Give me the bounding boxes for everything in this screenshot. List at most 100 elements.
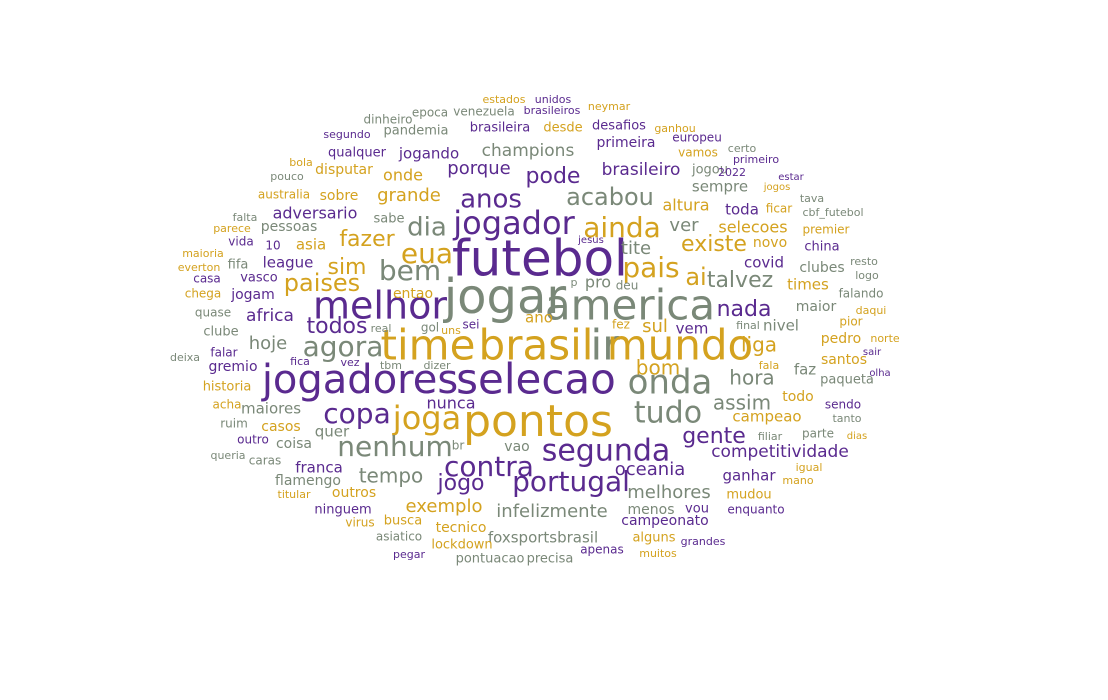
word-novo: novo: [753, 235, 787, 251]
word-ai: ai: [685, 263, 706, 291]
word-chega: chega: [185, 287, 222, 301]
word-menos: menos: [628, 502, 675, 518]
word-dias: dias: [847, 431, 867, 442]
word-china: china: [804, 240, 839, 255]
word-caras: caras: [249, 454, 282, 468]
word-flamengo: flamengo: [275, 473, 341, 489]
word-unidos: unidos: [535, 93, 572, 106]
word-titular: titular: [278, 488, 311, 501]
word-ruim: ruim: [220, 417, 248, 431]
word-pior: pior: [839, 315, 862, 329]
word-ninguem: ninguem: [314, 503, 371, 518]
word-eua: eua: [401, 237, 453, 270]
word-quase: quase: [195, 306, 231, 320]
word-nenhum: nenhum: [337, 430, 453, 463]
word-joga: joga: [392, 399, 461, 437]
word-apenas: apenas: [580, 543, 624, 557]
word-pontuacao: pontuacao: [456, 552, 525, 567]
word-falando: falando: [839, 287, 884, 301]
word-asia: asia: [296, 236, 326, 254]
word-gol: gol: [421, 321, 439, 335]
word-exemplo: exemplo: [406, 496, 483, 517]
word-jogos: jogos: [763, 182, 791, 193]
word-norte: norte: [870, 332, 900, 345]
word-parece: parece: [213, 222, 251, 235]
word-deixa: deixa: [170, 351, 200, 364]
word-time: time: [381, 321, 476, 370]
word-europeu: europeu: [672, 131, 722, 145]
word-campeao: campeao: [732, 408, 801, 426]
word-outros: outros: [332, 485, 376, 501]
word-sul: sul: [642, 316, 668, 337]
word-filiar: filiar: [758, 430, 783, 443]
word-certo: certo: [728, 142, 757, 155]
word-talvez: talvez: [707, 268, 773, 293]
word-primeira: primeira: [596, 135, 655, 151]
word-selecao: selecao: [456, 355, 616, 404]
word-fala: fala: [759, 359, 779, 372]
word-acabou: acabou: [566, 183, 654, 211]
word-tava: tava: [800, 192, 824, 205]
word-ganhar: ganhar: [722, 467, 776, 485]
word-daqui: daqui: [856, 304, 887, 317]
word-fica: fica: [290, 355, 310, 368]
word-tecnico: tecnico: [436, 520, 487, 536]
word-asiatico: asiatico: [376, 530, 422, 544]
word-foxsportsbrasil: foxsportsbrasil: [488, 529, 598, 547]
word-falar: falar: [210, 346, 237, 360]
word-gremio: gremio: [208, 359, 257, 375]
word-vasco: vasco: [240, 271, 278, 286]
word-lockdown: lockdown: [431, 538, 492, 553]
word-porque: porque: [447, 158, 510, 179]
word-times: times: [787, 276, 829, 294]
word-pessoas: pessoas: [261, 219, 318, 235]
word-contra: contra: [444, 450, 534, 483]
word-fazer: fazer: [339, 227, 395, 252]
word-cbf-futebol: cbf_futebol: [802, 206, 863, 219]
word-segunda: segunda: [542, 434, 671, 469]
word-jesus: jesus: [577, 235, 604, 246]
word-campeonato: campeonato: [621, 513, 709, 529]
word-vao: vao: [504, 439, 529, 455]
word-precisa: precisa: [527, 552, 574, 567]
word-jogam: jogam: [230, 287, 275, 303]
word-venezuela: venezuela: [453, 105, 514, 119]
word-sendo: sendo: [825, 398, 861, 412]
word-ficar: ficar: [766, 202, 793, 216]
word-sei: sei: [463, 318, 480, 332]
word-alguns: alguns: [632, 531, 675, 546]
word-primeiro: primeiro: [733, 153, 779, 166]
word-casos: casos: [261, 419, 300, 435]
word-pedro: pedro: [821, 331, 861, 347]
word-melhor: melhor: [313, 284, 447, 328]
word-sempre: sempre: [692, 178, 748, 196]
word-ainda: ainda: [583, 211, 661, 244]
word-ir: ir: [591, 321, 621, 370]
word-p: p: [571, 276, 578, 289]
word-br: br: [452, 439, 465, 453]
word-sobre: sobre: [320, 188, 359, 204]
word-pontos: pontos: [463, 396, 613, 447]
word-gente: gente: [682, 424, 746, 449]
word-maioria: maioria: [182, 247, 224, 260]
word-queria: queria: [210, 449, 245, 462]
word-tbm: tbm: [380, 359, 402, 372]
word-oceania: oceania: [615, 459, 685, 480]
word-portugal: portugal: [512, 465, 630, 498]
word-melhores: melhores: [627, 482, 711, 503]
word-ano: ano: [525, 309, 553, 327]
word-everton: everton: [178, 261, 221, 274]
word-sabe: sabe: [374, 212, 405, 227]
word-sim: sim: [327, 255, 366, 280]
word-jogo: jogo: [437, 471, 485, 496]
word-coisa: coisa: [276, 436, 312, 452]
word-bem: bem: [379, 254, 441, 287]
word-vamos: vamos: [678, 146, 718, 160]
word-santos: santos: [821, 352, 867, 368]
word-franca: franca: [295, 459, 343, 477]
word-jogador: jogador: [452, 204, 575, 242]
word-historia: historia: [203, 380, 252, 395]
word-real: real: [371, 322, 392, 335]
word-deu: deu: [616, 279, 639, 293]
word-enquanto: enquanto: [727, 503, 784, 517]
